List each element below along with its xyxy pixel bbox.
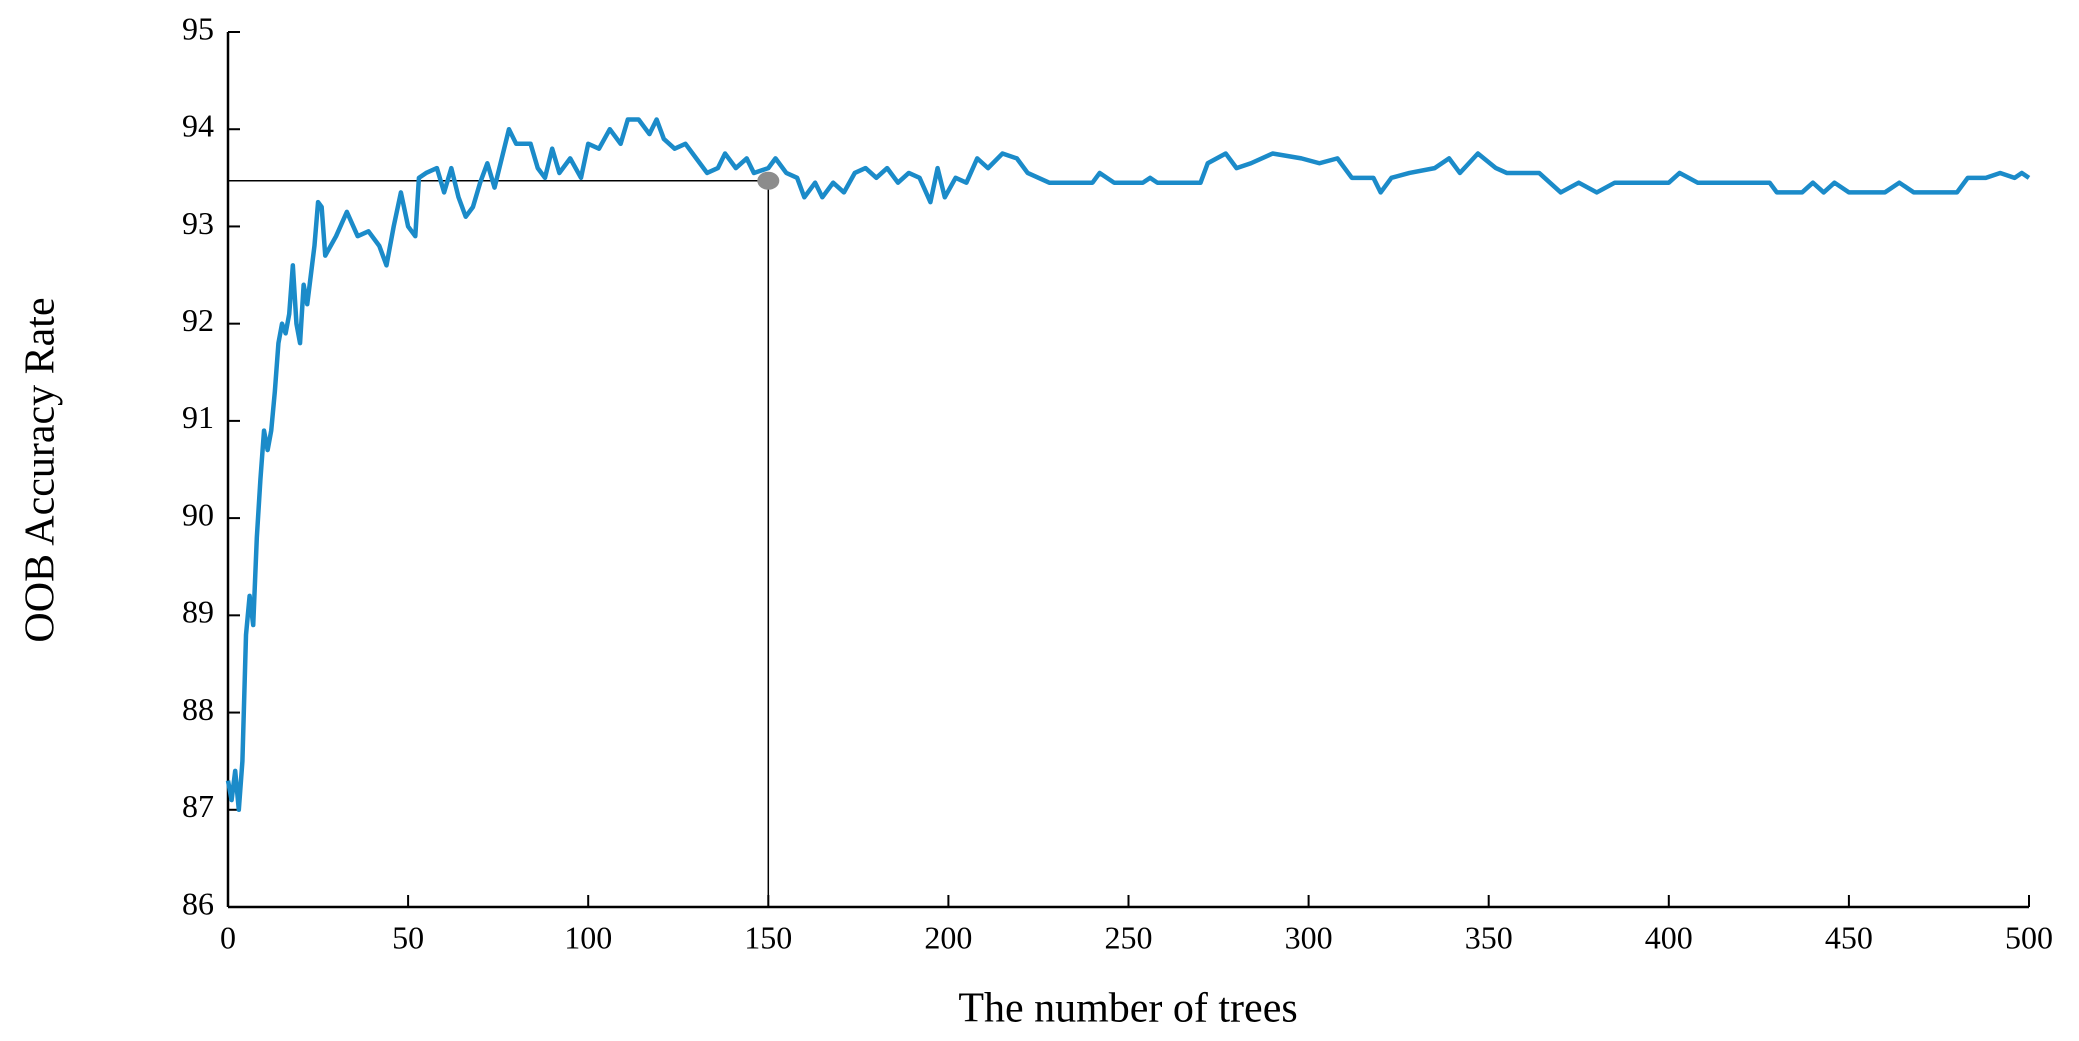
y-tick-label: 93: [182, 205, 214, 241]
y-tick-label: 88: [182, 691, 214, 727]
y-tick-label: 94: [182, 108, 214, 144]
x-tick-label: 0: [220, 919, 236, 955]
x-tick-label: 100: [564, 919, 612, 955]
x-axis-label: The number of trees: [958, 986, 1297, 1032]
x-tick-label: 250: [1105, 919, 1153, 955]
y-tick-label: 91: [182, 399, 214, 435]
y-tick-label: 87: [182, 788, 214, 824]
x-tick-label: 400: [1645, 919, 1693, 955]
x-tick-label: 150: [744, 919, 792, 955]
highlight-point: [757, 171, 780, 190]
y-tick-label: 89: [182, 594, 214, 630]
y-tick-label: 90: [182, 496, 214, 532]
y-tick-label: 95: [182, 10, 214, 46]
x-tick-label: 350: [1465, 919, 1513, 955]
y-tick-label: 92: [182, 302, 214, 338]
y-axis-label: OOB Accuracy Rate: [18, 297, 64, 642]
x-tick-label: 500: [2005, 919, 2053, 955]
y-tick-label: 86: [182, 885, 214, 921]
x-tick-label: 50: [392, 919, 424, 955]
x-tick-label: 200: [924, 919, 972, 955]
x-tick-label: 450: [1825, 919, 1873, 955]
x-tick-label: 300: [1285, 919, 1333, 955]
data-line: [225, 117, 2031, 813]
